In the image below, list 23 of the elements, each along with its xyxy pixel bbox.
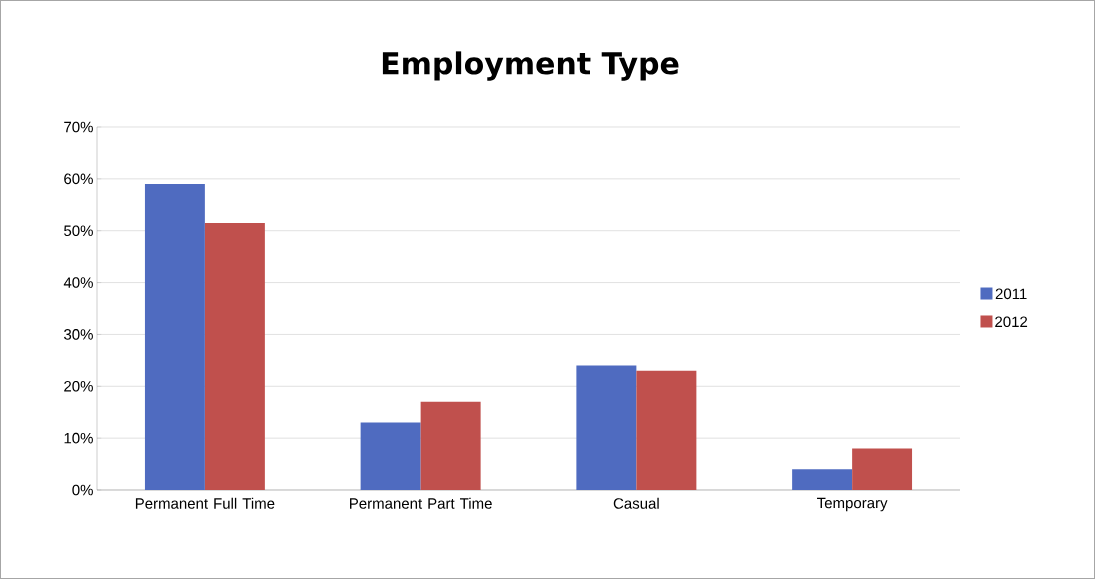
y-tick-label: 20% — [64, 380, 93, 392]
bar — [636, 370, 697, 490]
y-tick-label: 40% — [63, 277, 93, 288]
y-tick-label: 0% — [72, 484, 93, 496]
y-tick-label: 10% — [64, 432, 93, 444]
x-tick-label: Permanent Full Time — [135, 497, 275, 509]
x-tick-label: Casual — [613, 497, 659, 509]
y-tick-label: 50% — [64, 225, 93, 237]
y-tick-label: 70% — [64, 121, 93, 133]
y-tick-label: 60% — [64, 173, 93, 185]
bar — [144, 184, 205, 490]
bar — [576, 365, 637, 490]
bar — [792, 469, 853, 490]
legend-label: 2011 — [995, 288, 1027, 300]
bar — [204, 222, 265, 490]
bar — [420, 401, 481, 490]
legend-label: 2012 — [995, 316, 1028, 328]
bar — [360, 422, 421, 490]
y-tick-label: 30% — [64, 329, 93, 340]
chart-title: Employment Type — [382, 51, 679, 81]
bar — [852, 448, 913, 490]
x-tick-label: Temporary — [817, 497, 888, 512]
x-tick-label: Permanent Part Time — [350, 497, 492, 509]
